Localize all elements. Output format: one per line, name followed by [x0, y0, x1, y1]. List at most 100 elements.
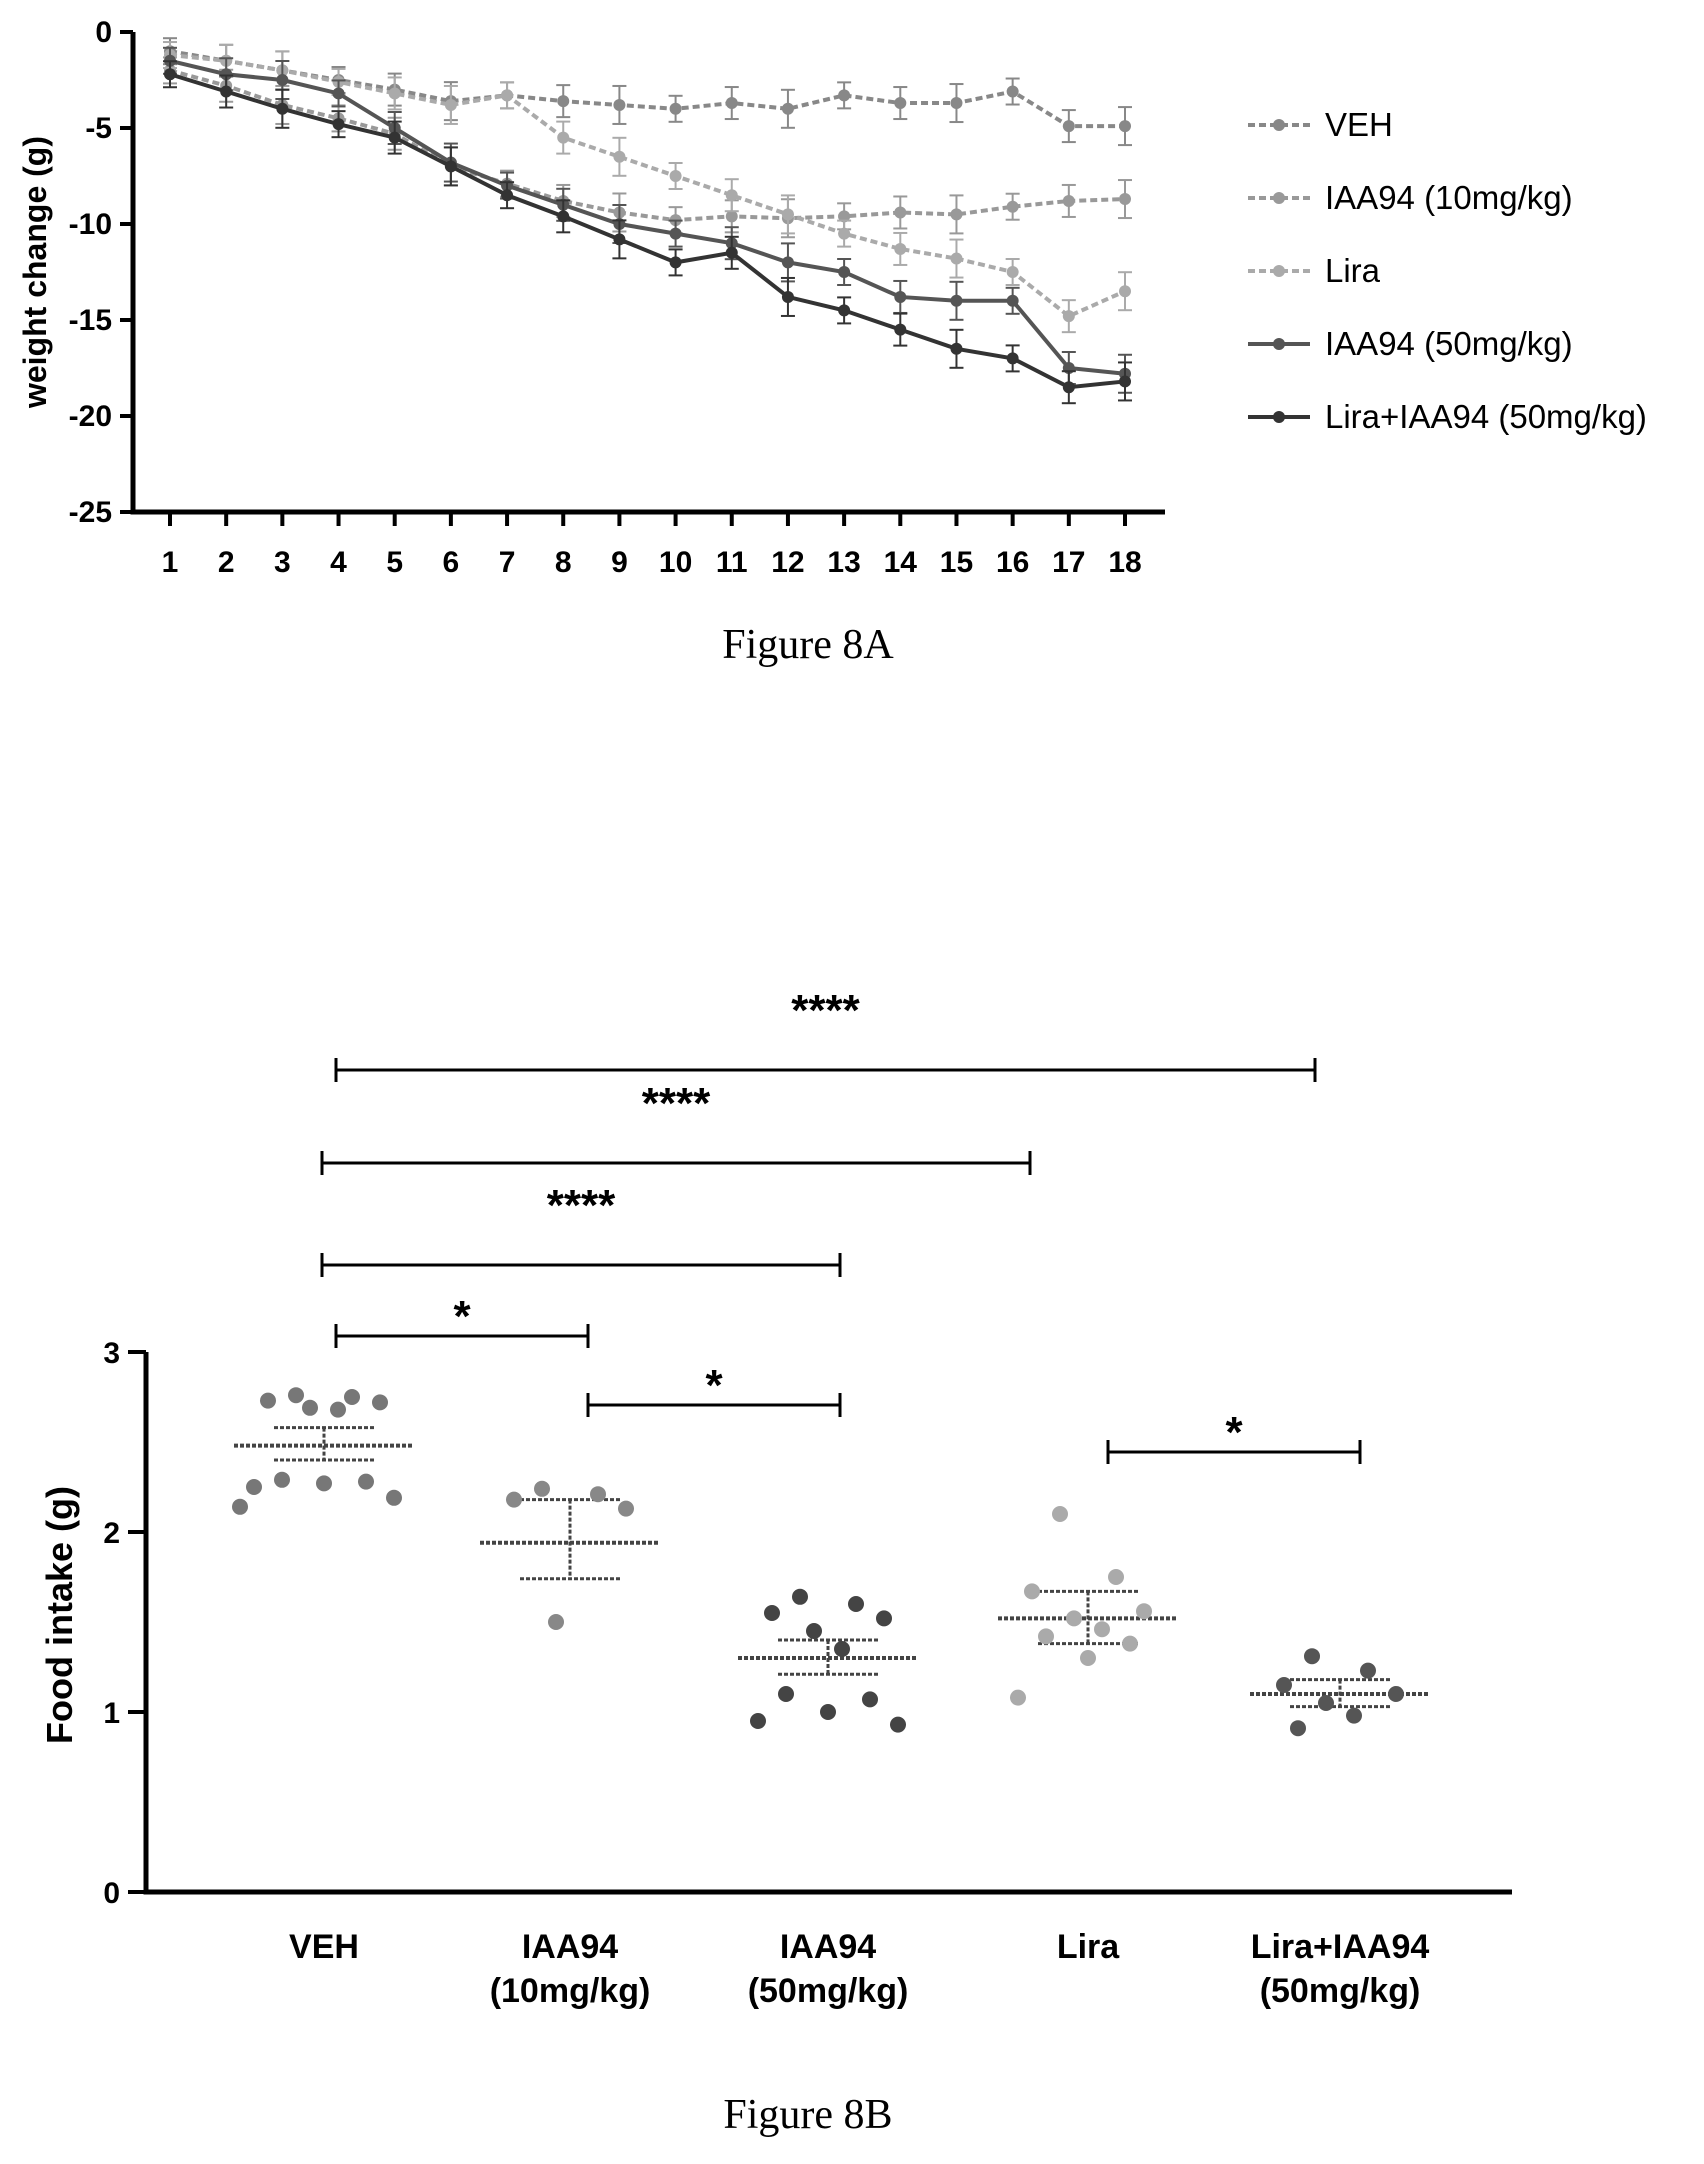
data-point	[838, 89, 851, 102]
significance-bracket: ****	[320, 1079, 1032, 1175]
category-label: Lira+IAA94 (50mg/kg)	[1251, 1928, 1430, 2010]
data-point	[444, 98, 457, 111]
significance-label: *	[1225, 1408, 1243, 1457]
weight-change-y-axis-label: weight change (g)	[17, 136, 53, 409]
legend-item: IAA94 (50mg/kg)	[1248, 325, 1573, 362]
y-tick-label: -10	[69, 208, 112, 241]
data-point	[332, 118, 345, 131]
category-label: IAA94 (50mg/kg)	[748, 1928, 909, 2010]
food-intake-significance-brackets: ***************	[320, 986, 1362, 1464]
legend-label: IAA94 (50mg/kg)	[1325, 325, 1573, 362]
data-dot	[344, 1389, 360, 1405]
legend-label: IAA94 (10mg/kg)	[1325, 179, 1573, 216]
data-dot	[1388, 1686, 1404, 1702]
data-dot	[1346, 1707, 1362, 1724]
food-intake-dot-groups	[232, 1387, 1430, 1737]
data-point	[501, 189, 514, 202]
data-point	[1119, 375, 1131, 388]
group-0	[232, 1387, 414, 1515]
y-tick-label: 3	[103, 1337, 120, 1370]
data-dot	[1304, 1648, 1320, 1665]
legend-label: Lira+IAA94 (50mg/kg)	[1325, 398, 1647, 435]
data-dot	[302, 1399, 318, 1416]
data-point	[950, 208, 963, 221]
data-dot	[590, 1486, 606, 1503]
y-tick-label: 2	[103, 1517, 120, 1550]
food-intake-category-labels: VEH IAA94 (10mg/kg) IAA94 (50mg/kg) Lira Lira+…	[289, 1928, 1429, 2010]
series-line	[169, 49, 1125, 129]
x-tick-label: 3	[274, 546, 291, 579]
data-dot	[862, 1691, 878, 1708]
data-dot	[764, 1605, 780, 1621]
data-point	[557, 210, 570, 223]
food-intake-axes	[143, 1352, 1512, 1895]
data-point	[613, 150, 626, 163]
data-point	[388, 131, 401, 144]
data-dot	[1360, 1662, 1376, 1679]
data-dot	[1038, 1628, 1054, 1645]
data-dot	[358, 1473, 374, 1490]
data-dot	[1276, 1677, 1292, 1693]
data-dot	[778, 1686, 794, 1702]
legend-label: Lira	[1325, 252, 1381, 289]
data-dot	[372, 1394, 388, 1411]
data-dot	[1066, 1610, 1082, 1627]
y-tick-label: -25	[69, 496, 112, 529]
data-point	[894, 97, 907, 110]
legend-marker	[1273, 338, 1285, 350]
legend-label: VEH	[1325, 106, 1393, 143]
x-tick-label: 12	[771, 546, 804, 579]
figure-8a-caption: Figure 8A	[722, 622, 894, 668]
x-tick-label: 9	[611, 546, 628, 579]
data-point	[1119, 193, 1131, 206]
data-point	[1006, 85, 1019, 98]
data-point	[1062, 120, 1075, 133]
data-point	[894, 323, 907, 336]
y-tick-label: -5	[85, 112, 112, 145]
x-tick-label: 7	[499, 546, 516, 579]
data-point	[613, 98, 626, 111]
significance-bracket: ****	[334, 986, 1317, 1082]
legend-marker	[1273, 192, 1285, 204]
data-point	[950, 342, 963, 355]
x-tick-label: 17	[1052, 546, 1085, 579]
significance-bracket: *	[586, 1361, 842, 1417]
significance-bracket: *	[334, 1292, 590, 1348]
y-tick-label: -15	[69, 304, 112, 337]
data-dot	[1136, 1603, 1152, 1620]
data-point	[669, 256, 682, 269]
x-tick-label: 14	[884, 546, 918, 579]
data-point	[725, 210, 738, 223]
data-dot	[890, 1716, 906, 1733]
data-dot	[750, 1713, 766, 1729]
data-point	[1006, 294, 1019, 307]
legend-marker	[1273, 265, 1285, 277]
data-point	[781, 102, 794, 115]
data-point	[669, 227, 682, 240]
significance-bracket: *	[1106, 1408, 1362, 1464]
data-point	[781, 208, 794, 221]
significance-label: *	[705, 1361, 723, 1410]
data-point	[894, 206, 907, 219]
data-point	[950, 97, 963, 110]
food-intake-ticks: 0 1 2 3	[103, 1337, 146, 1910]
group-1	[480, 1480, 660, 1630]
category-label: Lira	[1057, 1928, 1120, 1966]
figure-8b-caption: Figure 8B	[723, 2092, 892, 2138]
data-dot	[506, 1491, 522, 1508]
data-dot	[274, 1471, 290, 1488]
significance-label: ****	[642, 1079, 711, 1128]
data-dot	[534, 1480, 550, 1497]
data-point	[1119, 285, 1131, 298]
data-dot	[820, 1704, 836, 1720]
y-tick-label: 0	[103, 1877, 120, 1910]
data-point	[669, 170, 682, 182]
data-point	[725, 97, 738, 110]
data-point	[613, 233, 626, 246]
y-tick-label: 0	[95, 16, 112, 49]
legend-item: Lira	[1248, 252, 1381, 289]
data-point	[1119, 120, 1131, 133]
data-dot	[1080, 1650, 1096, 1666]
x-tick-label: 13	[827, 546, 860, 579]
